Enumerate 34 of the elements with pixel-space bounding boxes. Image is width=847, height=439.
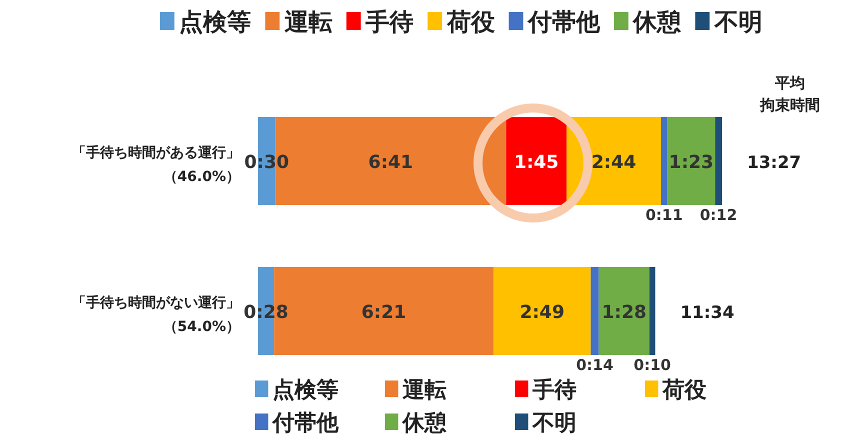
bar <box>660 117 668 205</box>
bar <box>598 267 650 355</box>
legend-label: 点検等 <box>272 378 339 403</box>
data-label: 2:49 <box>520 302 564 323</box>
data-label: 2:44 <box>591 152 636 173</box>
bar <box>493 267 591 355</box>
bar <box>649 267 656 355</box>
legend-label: 運転 <box>402 378 447 403</box>
bar <box>506 117 567 205</box>
data-label: 0:28 <box>244 302 288 323</box>
data-label: 0:11 <box>645 206 683 224</box>
bar <box>667 117 716 205</box>
y-tick-label: 「手待ち時間がない運行」（54.0%） <box>72 294 240 335</box>
bar <box>590 267 599 355</box>
legend-label: 付帯他 <box>527 8 601 36</box>
data-label: 1:23 <box>668 152 714 173</box>
data-label: 6:21 <box>361 302 406 323</box>
data-label: 6:41 <box>368 152 414 173</box>
data-label: 0:14 <box>576 356 614 374</box>
legend-label: 手待 <box>364 8 414 36</box>
legend-label: 不明 <box>713 8 762 36</box>
data-label: 1:45 <box>514 152 559 173</box>
data-label: 1:28 <box>602 302 647 323</box>
legend-label: 休憩 <box>632 8 682 36</box>
legend-label: 荷役 <box>662 378 708 403</box>
total-label: 11:34 <box>680 303 735 323</box>
total-label: 13:27 <box>747 153 802 173</box>
data-label: 0:30 <box>244 152 290 173</box>
text: 拘束時間 <box>759 96 820 114</box>
bar <box>715 117 722 205</box>
data-label: 0:10 <box>634 356 671 374</box>
text: 平均 <box>774 74 805 92</box>
data-label: 0:12 <box>700 206 738 224</box>
y-tick-label: 「手待ち時間がある運行」（46.0%） <box>72 144 240 185</box>
